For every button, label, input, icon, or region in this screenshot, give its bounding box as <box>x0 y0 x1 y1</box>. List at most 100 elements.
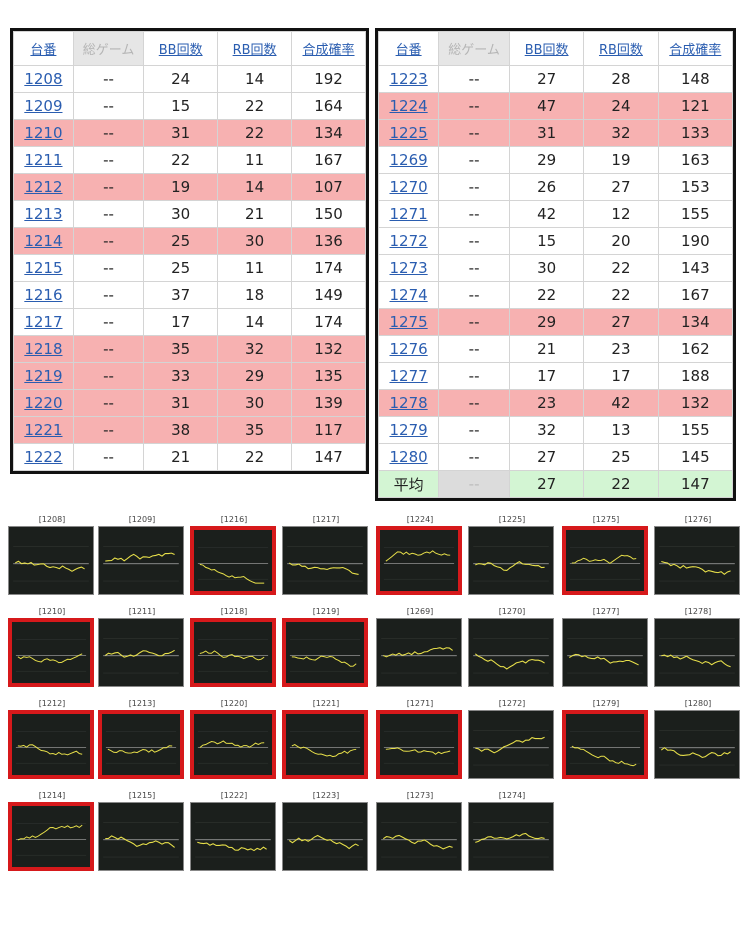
slump-graph-thumbnail[interactable]: [1211] <box>98 607 186 687</box>
machine-no-link[interactable]: 1225 <box>389 124 428 142</box>
col-header-bb[interactable]: BB回数 <box>143 31 219 66</box>
machine-no-cell[interactable]: 1221 <box>13 416 74 444</box>
machine-no-cell[interactable]: 1270 <box>377 173 440 201</box>
slump-graph-thumbnail[interactable]: [1270] <box>468 607 556 687</box>
machine-no-cell[interactable]: 1216 <box>13 281 74 309</box>
machine-no-link[interactable]: 1222 <box>24 448 63 466</box>
slump-graph-thumbnail[interactable]: [1208] <box>8 515 96 595</box>
machine-no-cell[interactable]: 1269 <box>377 146 440 174</box>
machine-no-cell[interactable]: 1274 <box>377 281 440 309</box>
machine-no-link[interactable]: 1278 <box>389 394 428 412</box>
machine-no-cell[interactable]: 1279 <box>377 416 440 444</box>
machine-no-link[interactable]: 1213 <box>24 205 63 223</box>
slump-graph-thumbnail[interactable]: [1216] <box>190 515 278 595</box>
col-header-rb[interactable]: RB回数 <box>583 31 659 66</box>
slump-graph-thumbnail[interactable]: [1214] <box>8 791 96 871</box>
machine-no-cell[interactable]: 1208 <box>13 65 74 93</box>
machine-no-link[interactable]: 1223 <box>389 70 428 88</box>
machine-no-link[interactable]: 1209 <box>24 97 63 115</box>
slump-graph-thumbnail[interactable]: [1212] <box>8 699 96 779</box>
slump-graph-thumbnail[interactable]: [1220] <box>190 699 278 779</box>
machine-no-cell[interactable]: 1223 <box>377 65 440 93</box>
slump-graph-thumbnail[interactable]: [1223] <box>282 791 370 871</box>
slump-graph-thumbnail[interactable]: [1273] <box>376 791 464 871</box>
machine-no-cell[interactable]: 1218 <box>13 335 74 363</box>
machine-no-link[interactable]: 1279 <box>389 421 428 439</box>
machine-no-link[interactable]: 1280 <box>389 448 428 466</box>
machine-no-cell[interactable]: 1214 <box>13 227 74 255</box>
machine-no-link[interactable]: 1216 <box>24 286 63 304</box>
machine-no-cell[interactable]: 1213 <box>13 200 74 228</box>
machine-no-cell[interactable]: 1209 <box>13 92 74 120</box>
slump-graph-thumbnail[interactable]: [1271] <box>376 699 464 779</box>
machine-no-link[interactable]: 1211 <box>24 151 63 169</box>
machine-no-link[interactable]: 1214 <box>24 232 63 250</box>
slump-graph-thumbnail[interactable]: [1276] <box>654 515 742 595</box>
machine-no-cell[interactable]: 1276 <box>377 335 440 363</box>
machine-no-cell[interactable]: 1277 <box>377 362 440 390</box>
slump-graph-thumbnail[interactable]: [1225] <box>468 515 556 595</box>
slump-graph-thumbnail[interactable]: [1280] <box>654 699 742 779</box>
thumbnail-label: [1224] <box>406 515 434 524</box>
slump-graph-thumbnail[interactable]: [1222] <box>190 791 278 871</box>
machine-no-link[interactable]: 1275 <box>389 313 428 331</box>
slump-graph-thumbnail[interactable]: [1277] <box>562 607 650 687</box>
machine-no-cell[interactable]: 1275 <box>377 308 440 336</box>
slump-graph-thumbnail[interactable]: [1272] <box>468 699 556 779</box>
col-header-rb[interactable]: RB回数 <box>217 31 293 66</box>
slump-graph-thumbnail[interactable]: [1275] <box>562 515 650 595</box>
slump-graph-thumbnail[interactable]: [1278] <box>654 607 742 687</box>
machine-no-link[interactable]: 1212 <box>24 178 63 196</box>
slump-graph-thumbnail[interactable]: [1279] <box>562 699 650 779</box>
col-header-machine-no[interactable]: 台番 <box>377 31 440 66</box>
machine-no-cell[interactable]: 1273 <box>377 254 440 282</box>
machine-no-cell[interactable]: 1222 <box>13 443 74 471</box>
slump-graph-thumbnail[interactable]: [1209] <box>98 515 186 595</box>
slump-graph-thumbnail[interactable]: [1219] <box>282 607 370 687</box>
slump-graph-thumbnail[interactable]: [1224] <box>376 515 464 595</box>
slump-graph-thumbnail[interactable]: [1274] <box>468 791 556 871</box>
machine-no-link[interactable]: 1270 <box>389 178 428 196</box>
slump-graph-thumbnail[interactable]: [1217] <box>282 515 370 595</box>
machine-no-cell[interactable]: 1220 <box>13 389 74 417</box>
machine-no-cell[interactable]: 1224 <box>377 92 440 120</box>
machine-no-cell[interactable]: 1215 <box>13 254 74 282</box>
machine-no-cell[interactable]: 1278 <box>377 389 440 417</box>
slump-graph-thumbnail[interactable]: [1213] <box>98 699 186 779</box>
machine-no-cell[interactable]: 1212 <box>13 173 74 201</box>
machine-no-link[interactable]: 1219 <box>24 367 63 385</box>
slump-graph-thumbnail[interactable]: [1269] <box>376 607 464 687</box>
combined-prob-cell: 174 <box>291 308 366 336</box>
machine-no-link[interactable]: 1274 <box>389 286 428 304</box>
col-header-combined-prob[interactable]: 合成確率 <box>657 31 734 66</box>
machine-no-link[interactable]: 1208 <box>24 70 63 88</box>
machine-no-link[interactable]: 1217 <box>24 313 63 331</box>
machine-no-cell[interactable]: 1272 <box>377 227 440 255</box>
slump-graph-thumbnail[interactable]: [1210] <box>8 607 96 687</box>
machine-no-cell[interactable]: 1211 <box>13 146 74 174</box>
machine-no-link[interactable]: 1271 <box>389 205 428 223</box>
machine-no-link[interactable]: 1215 <box>24 259 63 277</box>
machine-no-link[interactable]: 1277 <box>389 367 428 385</box>
machine-no-cell[interactable]: 1210 <box>13 119 74 147</box>
slump-graph-thumbnail[interactable]: [1215] <box>98 791 186 871</box>
machine-no-link[interactable]: 1224 <box>389 97 428 115</box>
machine-no-cell[interactable]: 1271 <box>377 200 440 228</box>
slump-graph-thumbnail[interactable]: [1221] <box>282 699 370 779</box>
machine-no-cell[interactable]: 1225 <box>377 119 440 147</box>
machine-no-link[interactable]: 1210 <box>24 124 63 142</box>
machine-no-cell[interactable]: 1280 <box>377 443 440 471</box>
col-header-machine-no[interactable]: 台番 <box>13 31 74 66</box>
machine-no-link[interactable]: 1221 <box>24 421 63 439</box>
machine-no-link[interactable]: 1272 <box>389 232 428 250</box>
machine-no-cell[interactable]: 1219 <box>13 362 74 390</box>
machine-no-link[interactable]: 1220 <box>24 394 63 412</box>
machine-no-cell[interactable]: 1217 <box>13 308 74 336</box>
machine-no-link[interactable]: 1276 <box>389 340 428 358</box>
machine-no-link[interactable]: 1273 <box>389 259 428 277</box>
machine-no-link[interactable]: 1269 <box>389 151 428 169</box>
col-header-combined-prob[interactable]: 合成確率 <box>291 31 366 66</box>
slump-graph-thumbnail[interactable]: [1218] <box>190 607 278 687</box>
machine-no-link[interactable]: 1218 <box>24 340 63 358</box>
col-header-bb[interactable]: BB回数 <box>508 31 585 66</box>
